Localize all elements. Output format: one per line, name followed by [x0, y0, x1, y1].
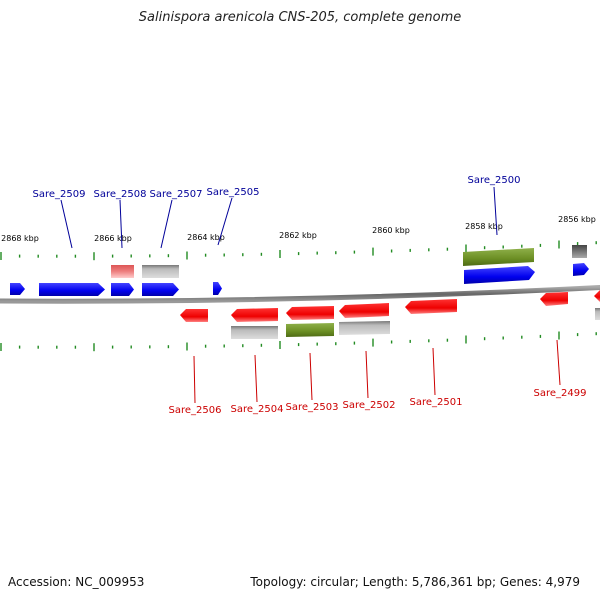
- gene-label-sare-2506: Sare_2506: [169, 405, 222, 416]
- gene-forward-arrow[interactable]: [573, 263, 589, 276]
- gene-sare-2505-arrow[interactable]: [213, 282, 222, 295]
- gene-sare-2500-rna[interactable]: [463, 248, 534, 266]
- accession-text: Accession: NC_009953: [8, 575, 145, 589]
- gene-sare-2502-arrow[interactable]: [339, 303, 389, 318]
- gene-label-sare-2504: Sare_2504: [231, 404, 284, 415]
- leader-line-sare-2508: [119, 199, 123, 249]
- axis-label-2856: 2856 kbp: [558, 215, 596, 224]
- gene-label-sare-2507: Sare_2507: [150, 189, 203, 200]
- gene-label-sare-2501: Sare_2501: [410, 397, 463, 408]
- gene-sare-2508-box[interactable]: [111, 265, 134, 278]
- leader-line-sare-2503: [309, 352, 313, 401]
- axis-label-2860: 2860 kbp: [372, 226, 410, 235]
- leader-line-sare-2506: [193, 355, 196, 404]
- gene-reverse-box[interactable]: [595, 308, 600, 320]
- gene-label-sare-2505: Sare_2505: [207, 187, 260, 198]
- gene-reverse-arrow[interactable]: [594, 290, 600, 302]
- gene-sare-2500-arrow[interactable]: [464, 266, 535, 284]
- gene-sare-2502-box[interactable]: [339, 321, 390, 335]
- gene-sare-2504-box[interactable]: [231, 326, 278, 339]
- gene-forward-arrow[interactable]: [111, 283, 134, 296]
- leader-line-sare-2499: [556, 339, 561, 386]
- gene-sare-2506-arrow[interactable]: [180, 309, 208, 322]
- axis-label-2858: 2858 kbp: [465, 222, 503, 231]
- gene-sare-2509-arrow[interactable]: [39, 283, 105, 296]
- gene-forward-arrow[interactable]: [142, 283, 179, 296]
- leader-line-sare-2500: [493, 186, 498, 236]
- gene-sare-2501-arrow[interactable]: [405, 299, 457, 314]
- leader-line-sare-2505: [217, 197, 233, 246]
- map-title: Salinispora arenicola CNS-205, complete …: [138, 10, 462, 25]
- gene-label-sare-2508: Sare_2508: [94, 189, 147, 200]
- axis-label-2866: 2866 kbp: [94, 234, 132, 243]
- gene-forward-box[interactable]: [572, 245, 587, 258]
- gene-sare-2503-rna[interactable]: [286, 323, 334, 337]
- gene-label-sare-2502: Sare_2502: [343, 400, 396, 411]
- genome-backbone: [0, 285, 600, 304]
- gene-label-sare-2509: Sare_2509: [33, 189, 86, 200]
- gene-sare-2507-box[interactable]: [142, 265, 179, 278]
- leader-line-sare-2507: [160, 199, 173, 249]
- leader-line-sare-2501: [432, 347, 436, 396]
- gene-forward-arrow[interactable]: [10, 283, 25, 295]
- leader-line-sare-2509: [60, 199, 73, 249]
- axis-label-2864: 2864 kbp: [187, 233, 225, 242]
- gene-label-sare-2503: Sare_2503: [286, 402, 339, 413]
- gene-label-sare-2500: Sare_2500: [468, 175, 521, 186]
- axis-label-2868: 2868 kbp: [1, 234, 39, 243]
- gene-sare-2503-arrow[interactable]: [286, 306, 334, 320]
- gene-sare-2499-arrow[interactable]: [540, 292, 568, 306]
- tick-marks-outer: [0, 240, 597, 261]
- gene-sare-2504-arrow[interactable]: [231, 308, 278, 322]
- axis-label-2862: 2862 kbp: [279, 231, 317, 240]
- genome-stats-text: Topology: circular; Length: 5,786,361 bp…: [250, 575, 580, 589]
- leader-line-sare-2504: [254, 354, 258, 403]
- leader-line-sare-2502: [365, 350, 369, 399]
- gene-label-sare-2499: Sare_2499: [534, 388, 587, 399]
- tick-marks-inner: [0, 331, 597, 352]
